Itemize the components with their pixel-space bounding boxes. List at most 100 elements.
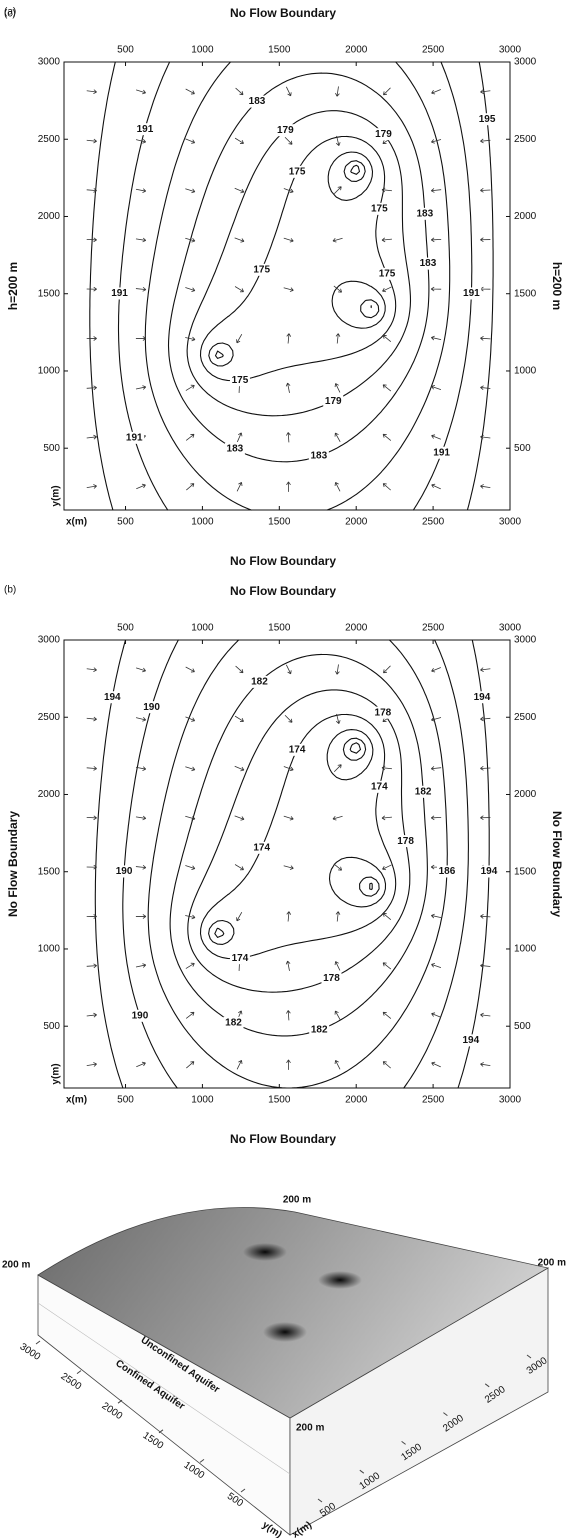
flow-arrow xyxy=(480,188,491,193)
y-tick-label: 1500 xyxy=(514,866,537,877)
contour-label-bg xyxy=(477,113,498,126)
flow-arrow xyxy=(185,766,196,772)
flow-arrow xyxy=(334,961,341,971)
contour-line xyxy=(94,639,490,1089)
x-tick-label: 3000 xyxy=(499,517,522,528)
contour-label: 191 xyxy=(463,288,480,299)
x-tick-label: 1000 xyxy=(191,623,214,634)
flow-arrow xyxy=(382,912,392,921)
contour-line xyxy=(117,61,473,511)
surface xyxy=(37,1207,550,1419)
contour-label-bg xyxy=(229,374,250,387)
flow-arrow xyxy=(382,286,392,293)
contour-label: 182 xyxy=(251,677,268,688)
y-tick-label: 2000 xyxy=(38,789,61,800)
x-tick-label: 1500 xyxy=(268,1095,291,1106)
flow-arrow xyxy=(236,333,243,344)
flow-arrow xyxy=(480,1012,491,1018)
contour-label-bg xyxy=(141,701,162,714)
flow-arrow xyxy=(431,913,442,919)
flow-arrow xyxy=(382,433,392,441)
contour-label-bg xyxy=(134,123,155,136)
contour-label-bg xyxy=(369,780,390,793)
flow-arrow xyxy=(286,1059,291,1070)
flow-arrow xyxy=(480,484,491,489)
y-tick-label: 2000 xyxy=(100,1401,125,1423)
y-tick-label: 3000 xyxy=(514,635,537,646)
contour-label-bg xyxy=(275,124,296,137)
flow-arrow xyxy=(86,716,97,722)
contour-label: 191 xyxy=(137,124,154,135)
y-tick-label: 500 xyxy=(514,1021,531,1032)
flow-arrow xyxy=(135,139,147,144)
flow-arrow xyxy=(334,1060,341,1070)
flow-arrow xyxy=(335,86,340,97)
contour-label: 183 xyxy=(249,96,266,107)
flow-arrow xyxy=(234,715,244,722)
flow-arrow xyxy=(86,914,97,919)
x-tick-label: 500 xyxy=(117,45,134,56)
contour-label-bg xyxy=(249,675,270,688)
x-tick xyxy=(526,1354,532,1359)
contour-label: 182 xyxy=(311,1025,328,1036)
flow-arrow xyxy=(135,815,147,821)
contour-label: 179 xyxy=(277,125,294,136)
flow-arrow xyxy=(286,1010,291,1021)
y-tick-label: 2500 xyxy=(514,712,537,723)
y-tick xyxy=(35,1340,41,1345)
y-tick-label: 500 xyxy=(43,443,60,454)
contour-label: 194 xyxy=(474,692,491,703)
contour-line xyxy=(122,639,469,1089)
y-tick-label: 1000 xyxy=(514,944,537,955)
x-tick-label: 2500 xyxy=(422,1095,445,1106)
x-tick xyxy=(401,1441,406,1445)
x-tick-label: 3000 xyxy=(499,45,522,56)
flow-arrow xyxy=(234,286,244,293)
flow-arrow xyxy=(333,764,342,773)
x-tick-label: 2000 xyxy=(345,623,368,634)
flow-arrow xyxy=(185,815,196,821)
contour-label: 190 xyxy=(116,866,133,877)
x-tick xyxy=(359,1469,365,1474)
y-tick-label: 1000 xyxy=(514,366,537,377)
panel-label: (a) xyxy=(4,7,16,18)
x-tick-label: 2500 xyxy=(422,623,445,634)
x-tick-label: 3000 xyxy=(499,1095,522,1106)
flow-arrow xyxy=(86,815,97,821)
flow-arrow xyxy=(335,664,340,675)
contour-label-bg xyxy=(395,835,416,848)
flow-arrow xyxy=(86,286,97,292)
flow-arrow xyxy=(431,335,442,341)
flow-arrow xyxy=(284,136,293,145)
flow-arrow xyxy=(136,89,146,95)
y-tick-label: 2500 xyxy=(514,134,537,145)
contour-label: 178 xyxy=(397,836,414,847)
contour-label: 175 xyxy=(289,166,306,177)
flow-arrow xyxy=(86,434,97,440)
contour-label-bg xyxy=(436,865,457,878)
flow-arrow xyxy=(234,137,244,144)
contour-label-bg xyxy=(414,207,435,220)
x-tick-label: 500 xyxy=(117,623,134,634)
flow-arrow xyxy=(431,483,441,490)
contour-label: 178 xyxy=(323,973,340,984)
flow-arrow xyxy=(335,333,341,344)
height-label: 200 m xyxy=(538,1258,566,1269)
flow-arrow xyxy=(430,766,442,771)
top-boundary-label: No Flow Boundary xyxy=(230,584,336,598)
y-tick xyxy=(199,1459,205,1463)
y-tick-label: 2000 xyxy=(514,789,537,800)
flow-arrow xyxy=(332,237,343,243)
flow-arrow xyxy=(431,1061,441,1068)
flow-arrow xyxy=(283,287,294,292)
contour-label-bg xyxy=(229,952,250,965)
flow-arrow xyxy=(286,333,292,344)
x-tick-label: 1500 xyxy=(268,623,291,634)
contour-line xyxy=(187,689,411,993)
flow-arrow xyxy=(431,139,442,144)
flow-arrow xyxy=(335,911,341,922)
contour-label: 191 xyxy=(126,432,143,443)
flow-arrow xyxy=(382,334,392,343)
